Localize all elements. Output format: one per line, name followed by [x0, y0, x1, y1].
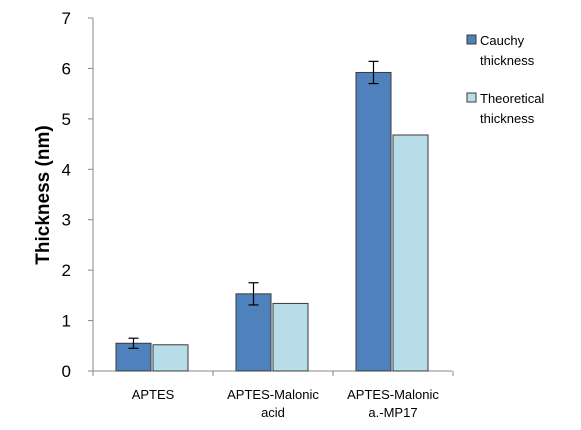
y-tick-label: 0 [62, 362, 71, 381]
y-tick-label: 6 [62, 59, 71, 78]
y-tick-label: 7 [62, 9, 71, 28]
plot-area: 0 1 2 3 4 5 6 7 APTES APTES-Malonic acid APTES-Malo… [62, 9, 454, 420]
bar [152, 344, 189, 372]
legend-label: thickness [480, 111, 535, 126]
x-category-label: a.-MP17 [368, 405, 417, 420]
x-category-label: APTES [132, 387, 175, 402]
legend-label: thickness [480, 53, 535, 68]
y-tick-label: 1 [62, 312, 71, 331]
x-category-label: APTES-Malonic [227, 387, 319, 402]
y-tick-label: 3 [62, 211, 71, 230]
bar [235, 293, 272, 372]
bar [115, 342, 152, 372]
y-tick-label: 2 [62, 261, 71, 280]
x-category-label: APTES-Malonic [347, 387, 439, 402]
y-tick-label: 5 [62, 110, 71, 129]
bar [272, 302, 309, 372]
y-axis-label: Thickness (nm) [33, 125, 54, 264]
y-tick-label: 4 [62, 160, 71, 179]
legend-swatch [466, 34, 477, 45]
x-category-label: acid [261, 405, 285, 420]
bar [355, 71, 392, 372]
legend-label: Theoretical [480, 91, 544, 106]
bar [392, 134, 429, 372]
legend-label: Cauchy [480, 33, 525, 48]
legend: Cauchy thickness Theoretical thickness [466, 33, 544, 126]
legend-swatch [466, 92, 477, 103]
